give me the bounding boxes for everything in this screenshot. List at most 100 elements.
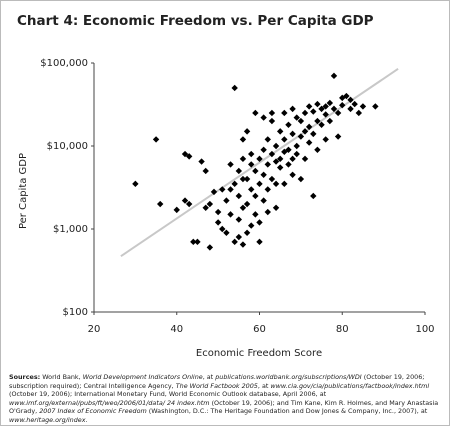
data-point: [318, 105, 325, 113]
data-point: [227, 186, 234, 193]
data-point: [297, 133, 305, 140]
data-point: [235, 192, 243, 200]
x-tick-label: 40: [170, 324, 183, 335]
source: World Development Indicators Online: [82, 373, 203, 381]
sources: Sources: World Bank, World Development I…: [9, 373, 441, 425]
y-tick-label: $10,000: [47, 141, 88, 152]
y-tick-label: $1,000: [53, 224, 88, 235]
data-point: [223, 197, 230, 204]
data-point: [276, 155, 284, 163]
data-point: [305, 103, 313, 110]
source: (October 19, 2006); International Moneta…: [9, 390, 327, 399]
data-point: [219, 225, 226, 233]
data-point: [260, 171, 267, 178]
x-tick-label: 60: [253, 324, 266, 335]
data-point: [185, 153, 193, 160]
data-point: [343, 92, 350, 100]
data-point: [314, 146, 321, 153]
data-point: [293, 114, 300, 121]
data-point: [289, 105, 296, 113]
data-point: [235, 233, 243, 241]
data-point: [243, 128, 251, 135]
data-point: [239, 136, 247, 143]
data-point: [301, 155, 309, 163]
data-point: [281, 109, 288, 117]
data-point: [301, 128, 309, 135]
data-point: [231, 84, 238, 92]
data-point: [330, 72, 338, 80]
data-point: [235, 167, 243, 175]
data-point: [227, 161, 234, 168]
data-point: [264, 208, 271, 216]
source: The World Factbook 2005: [175, 381, 258, 390]
data-point: [227, 211, 234, 218]
data-point: [359, 103, 367, 110]
data-point: [297, 117, 305, 125]
data-point: [339, 102, 346, 109]
x-tick-label: 80: [336, 324, 349, 335]
data-point: [173, 206, 180, 214]
data-point: [314, 117, 321, 125]
data-point: [276, 128, 284, 135]
data-point: [347, 105, 354, 113]
x-tick-label: 20: [88, 324, 101, 335]
source: (October 19, 2006; subscription required…: [9, 373, 425, 390]
data-point: [239, 175, 247, 183]
data-point: [272, 142, 280, 150]
data-point: [181, 150, 189, 158]
data-point: [268, 109, 276, 117]
source: , at: [202, 373, 216, 381]
x-axis-title: Economic Freedom Score: [196, 348, 322, 359]
data-point: [264, 136, 271, 143]
data-point: [252, 167, 259, 175]
data-point: [132, 180, 139, 188]
data-point: [243, 229, 251, 236]
data-point: [264, 186, 271, 193]
data-point: [305, 123, 313, 131]
data-point: [322, 136, 329, 143]
data-point: [256, 180, 263, 188]
data-point: [322, 111, 329, 118]
data-point: [355, 109, 362, 117]
data-point: [152, 136, 160, 143]
data-point: [202, 167, 209, 175]
trend-line: [120, 68, 399, 258]
data-point: [252, 192, 259, 200]
source: www.cia.gov/cia/publications/factbook/in…: [270, 381, 430, 390]
data-point: [260, 146, 267, 153]
data-point: [289, 155, 296, 163]
y-tick-label: $100,000: [40, 58, 88, 69]
data-point: [326, 117, 334, 125]
data-point: [293, 142, 300, 150]
data-point: [214, 208, 222, 216]
source: World Bank,: [42, 373, 83, 381]
data-point: [248, 222, 255, 229]
data-point: [219, 186, 226, 193]
data-point: [285, 121, 292, 129]
data-point: [289, 171, 296, 178]
data-point: [202, 204, 209, 212]
data-point: [281, 180, 288, 188]
data-point: [239, 204, 247, 212]
chart: Chart 4: Economic Freedom vs. Per Capita…: [17, 13, 435, 359]
data-point: [285, 161, 292, 168]
data-point: [256, 155, 263, 163]
data-point: [194, 238, 201, 246]
data-point: [268, 150, 276, 158]
data-point: [334, 109, 342, 117]
data-point: [248, 161, 255, 168]
data-point: [351, 100, 358, 108]
chart-title: Chart 4: Economic Freedom vs. Per Capita…: [17, 13, 374, 29]
y-tick-label: $100: [63, 307, 88, 318]
source: 2007 Index of Economic Freedom: [39, 407, 147, 416]
data-point: [260, 114, 267, 121]
data-point: [264, 161, 271, 168]
data-point: [310, 108, 317, 115]
source: (October 19, 2006); and Tim Kane, Kim R.…: [9, 398, 439, 416]
source: .: [85, 415, 88, 424]
data-point: [214, 219, 222, 226]
data-point: [268, 117, 276, 125]
y-axis-title: Per Capita GDP: [18, 153, 29, 229]
data-point: [272, 180, 280, 188]
data-point: [301, 109, 309, 117]
